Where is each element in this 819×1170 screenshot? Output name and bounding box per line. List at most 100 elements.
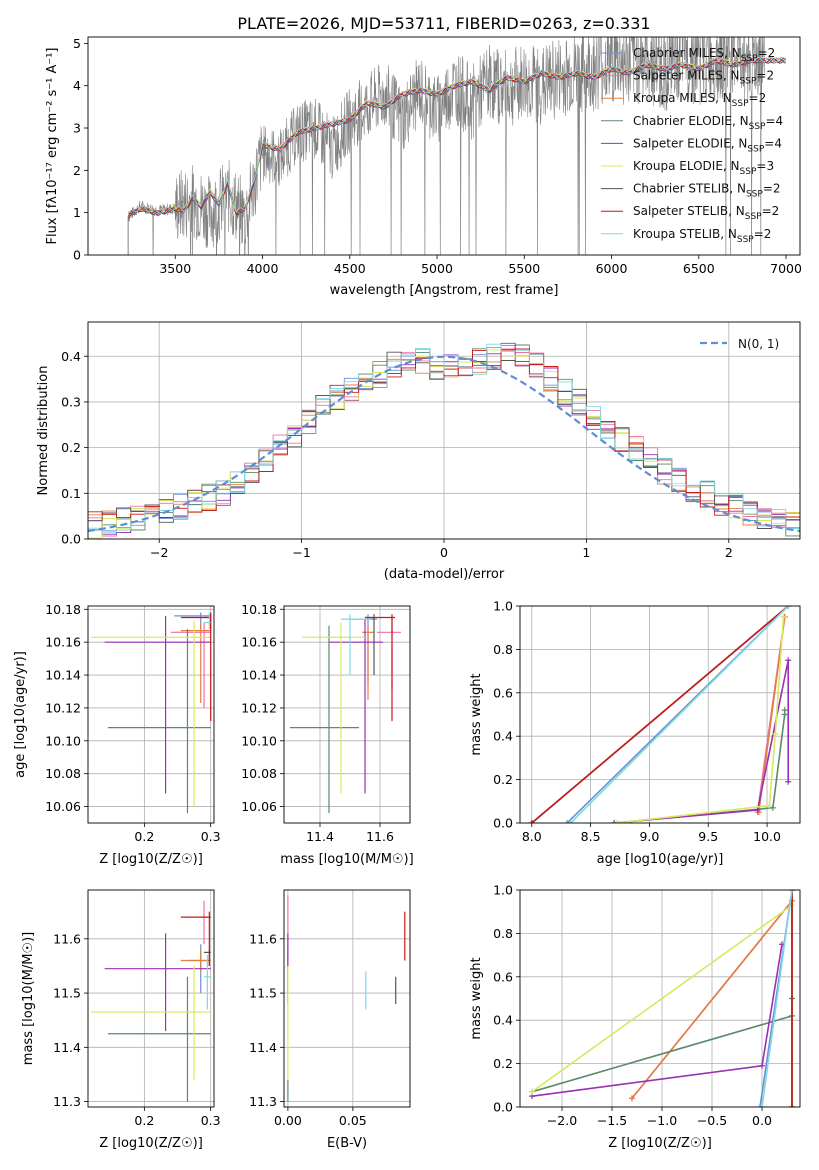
y-tick-label: 10.18	[45, 602, 81, 617]
legend-suffix: =4	[764, 136, 782, 150]
x-tick-label: 0.00	[274, 1113, 302, 1128]
x-tick-label: 9.5	[698, 829, 718, 844]
weight-marker	[754, 806, 761, 813]
y-tick-label: 0.4	[61, 349, 81, 364]
y-tick-label: 10.06	[45, 799, 81, 814]
x-tick-label: 9.0	[639, 829, 659, 844]
x-tick-label: 4000	[247, 261, 279, 276]
axes-frame	[87, 321, 801, 540]
y-tick-label: 0.0	[61, 532, 81, 547]
y-tick-label: 11.3	[53, 1094, 81, 1109]
y-tick-label: 0.4	[493, 1013, 513, 1028]
legend-entry: Salpeter MILES, NSSP=2	[633, 69, 774, 87]
legend-subscript: SSP	[741, 54, 758, 64]
y-tick-label: 10.16	[241, 635, 277, 650]
hist-plot-area	[88, 342, 800, 539]
weight-marker	[789, 890, 795, 893]
x-tick-label: −1.0	[647, 1113, 677, 1128]
axes-frame	[87, 36, 801, 256]
y-tick-label: 0.8	[493, 926, 513, 941]
legend-subscript: SSP	[745, 212, 762, 222]
legend-entry: Chabrier ELODIE, NSSP=4	[633, 114, 783, 132]
weight-marker	[789, 1104, 795, 1107]
y-tick-label: 0.3	[61, 394, 81, 409]
weight-marker	[611, 820, 618, 823]
y-tick-label: 0.8	[493, 642, 513, 657]
y-tick-label: 0.2	[61, 440, 81, 455]
weight-marker	[766, 802, 773, 809]
axes-frame	[519, 605, 801, 824]
y-tick-label: 10.14	[241, 668, 277, 683]
x-axis-label: Z [log10(Z/Z☉)]	[99, 852, 203, 867]
legend-suffix: =2	[762, 204, 780, 218]
weight-line-7	[531, 606, 789, 823]
spectrum-plot-area	[127, 37, 787, 255]
x-tick-label: 11.4	[306, 829, 334, 844]
y-tick-label: 2	[73, 163, 81, 178]
weight-marker	[780, 613, 787, 620]
y-tick-label: 10.06	[241, 799, 277, 814]
weight-plot-area	[528, 606, 792, 823]
y-tick-label: 10.14	[45, 668, 81, 683]
legend-subscript: SSP	[749, 122, 766, 132]
x-tick-label: 8.0	[522, 829, 542, 844]
axes-frame	[283, 889, 411, 1108]
x-tick-label: 0.3	[201, 1113, 221, 1128]
weight-marker	[629, 1095, 635, 1102]
y-tick-label: 11.4	[53, 1040, 81, 1055]
y-tick-label: 0.6	[493, 685, 513, 700]
y-tick-label: 10.08	[45, 766, 81, 781]
x-tick-label: 5500	[508, 261, 540, 276]
model-line-6	[127, 58, 786, 219]
y-axis-label: Normed distribution	[36, 366, 51, 496]
y-tick-label: 0.2	[493, 772, 513, 787]
legend-entry: Kroupa ELODIE, NSSP=3	[633, 159, 774, 177]
y-axis-label: mass [log10(M/M☉)]	[21, 932, 36, 1065]
x-tick-label: 7000	[770, 261, 802, 276]
y-tick-label: 11.4	[249, 1040, 277, 1055]
legend-suffix: =2	[749, 91, 767, 105]
x-tick-label: 0.05	[339, 1113, 367, 1128]
y-tick-label: 4	[73, 78, 81, 93]
x-tick-label: 6500	[683, 261, 715, 276]
y-axis-label: mass weight	[469, 957, 484, 1039]
weight-marker	[785, 657, 792, 664]
axes-frame	[87, 889, 215, 1108]
y-tick-label: 10.10	[241, 733, 277, 748]
x-tick-label: 8.5	[581, 829, 601, 844]
y-tick-label: 0.0	[493, 816, 513, 831]
legend-subscript: SSP	[746, 190, 763, 200]
legend-entry: N(0, 1)	[738, 337, 779, 351]
y-tick-label: 0.2	[493, 1056, 513, 1071]
legend-subscript: SSP	[740, 77, 757, 87]
y-tick-label: 0.6	[493, 969, 513, 984]
weight-marker	[759, 1062, 765, 1069]
y-tick-label: 11.6	[249, 931, 277, 946]
legend-entry: Salpeter STELIB, NSSP=2	[633, 204, 779, 222]
x-tick-label: −1	[292, 545, 310, 560]
x-axis-label: E(B-V)	[327, 1136, 367, 1151]
x-axis-label: wavelength [Angstrom, rest frame]	[330, 283, 559, 298]
y-tick-label: 10.08	[241, 766, 277, 781]
axes-frame	[87, 605, 215, 824]
legend-suffix: =4	[765, 114, 783, 128]
weight-line-4	[614, 660, 789, 823]
x-tick-label: 0.2	[134, 1113, 154, 1128]
y-tick-label: 0.1	[61, 486, 81, 501]
normal-reference-curve	[88, 355, 800, 533]
x-tick-label: 10.0	[753, 829, 781, 844]
errorbar-plot-area	[91, 612, 212, 814]
y-tick-label: 11.5	[249, 986, 277, 1001]
x-tick-label: 0.2	[134, 829, 154, 844]
y-tick-label: 0.4	[493, 729, 513, 744]
y-tick-label: 1	[73, 205, 81, 220]
y-tick-label: 0.0	[493, 1100, 513, 1115]
y-tick-label: 10.16	[45, 635, 81, 650]
errorbar-plot-area	[91, 900, 211, 1102]
legend-subscript: SSP	[732, 99, 749, 109]
y-axis-label: mass weight	[469, 673, 484, 755]
y-tick-label: 10.12	[241, 700, 277, 715]
legend-suffix: =2	[754, 227, 772, 241]
x-tick-label: 5000	[421, 261, 453, 276]
y-tick-label: 1.0	[493, 883, 513, 898]
